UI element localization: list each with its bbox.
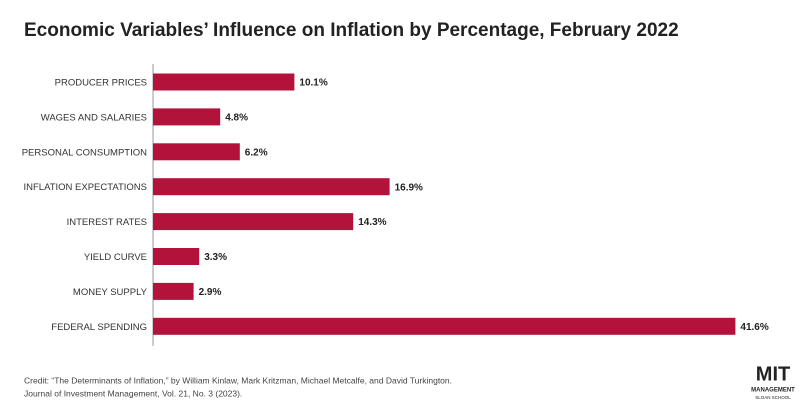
bar	[153, 143, 240, 161]
bar	[153, 248, 200, 265]
chart-title: Economic Variables’ Influence on Inflati…	[24, 20, 679, 41]
credit-line: Credit: “The Determinants of Inflation,”…	[24, 375, 452, 385]
bar	[153, 282, 194, 300]
value-label: 2.9%	[199, 287, 222, 298]
category-label: PERSONAL CONSUMPTION	[22, 147, 147, 158]
bar	[153, 108, 221, 126]
logo-line: MANAGEMENT	[751, 388, 795, 394]
category-label: INTEREST RATES	[67, 217, 147, 228]
logo-line: SLOAN SCHOOL	[755, 395, 791, 400]
bar	[153, 178, 390, 196]
value-label: 41.6%	[740, 322, 768, 333]
value-label: 6.2%	[245, 147, 268, 158]
logo-name: MIT	[756, 363, 790, 385]
value-label: 4.8%	[225, 113, 248, 124]
category-label: PRODUCER PRICES	[55, 78, 147, 89]
category-label: YIELD CURVE	[84, 252, 147, 263]
bar	[153, 213, 354, 231]
bar	[153, 317, 736, 335]
credit-line: Journal of Investment Management, Vol. 2…	[24, 388, 242, 398]
category-label: MONEY SUPPLY	[73, 287, 148, 298]
bar	[153, 73, 295, 91]
category-label: FEDERAL SPENDING	[51, 322, 147, 333]
value-label: 14.3%	[358, 217, 386, 228]
category-label: WAGES AND SALARIES	[41, 112, 147, 123]
value-label: 3.3%	[204, 252, 227, 263]
category-label: INFLATION EXPECTATIONS	[23, 182, 147, 193]
value-label: 10.1%	[299, 78, 327, 89]
value-label: 16.9%	[395, 182, 423, 193]
